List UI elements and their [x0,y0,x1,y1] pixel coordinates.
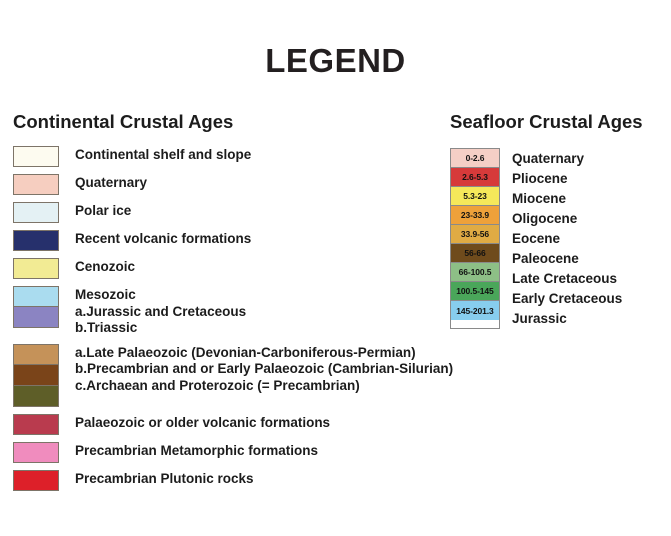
seafloor-crustal-ages-header: Seafloor Crustal Ages [450,111,643,132]
color-swatch-group [13,258,59,279]
legend-item-label: Precambrian Metamorphic formations [75,442,319,458]
seafloor-age-name: Early Cretaceous [512,291,623,306]
seafloor-age-name: Jurassic [512,311,567,326]
seafloor-age-range: 5.3-23 [463,191,487,201]
color-swatch-group [13,146,59,167]
legend-item-label: Quaternary [75,175,148,190]
continental-crustal-ages-header: Continental Crustal Ages [13,111,234,132]
legend-item-label: Polar ice [75,203,132,218]
legend-item: Polar ice [13,202,443,223]
seafloor-age-name: Paleocene [512,251,579,266]
color-swatch-group [13,230,59,251]
seafloor-age-range: 56-66 [464,248,486,258]
legend-item-labels: Palaeozoic or older volcanic formations [75,414,330,432]
color-swatch [13,413,59,435]
legend-item-labels: Precambrian Plutonic rocks [75,470,254,488]
legend-item-label: Continental shelf and slope [75,147,252,162]
legend-item-labels: Quaternary [75,174,147,192]
legend-item: Continental shelf and slope [13,146,443,167]
legend-item-label: b.Precambrian and or Early Palaeozoic (C… [75,361,454,376]
color-swatch [13,286,59,307]
seafloor-age-name: Quaternary [512,151,585,166]
legend-item: Recent volcanic formations [13,230,443,251]
color-swatch-group [13,286,59,328]
seafloor-name-list: Quaternary Pliocene Miocene Oligocene Eocene… [512,148,622,329]
color-swatch [13,202,59,223]
color-swatch-group [13,202,59,223]
seafloor-color-strip: 0-2.6 2.6-5.3 5.3-23 23-33.9 33.9-56 56-66 66-… [450,148,500,329]
legend-item-labels: Continental shelf and slope [75,146,251,164]
seafloor-age-name: Late Cretaceous [512,271,618,286]
seafloor-age-band: 2.6-5.3 [451,168,499,187]
legend-item-label: Palaeozoic or older volcanic formations [75,414,331,430]
legend-item-labels: Cenozoic [75,258,135,276]
color-swatch [13,364,59,386]
color-swatch [13,441,59,463]
page-title: LEGEND [265,42,406,79]
legend-item: Precambrian Metamorphic formations [13,441,443,463]
seafloor-age-band: 100.5-145 [451,282,499,301]
legend-item-label: c.Archaean and Proterozoic (= Precambria… [75,377,360,393]
color-swatch-group [13,343,59,407]
legend-item-labels: a.Late Palaeozoic (Devonian-Carboniferou… [75,344,453,395]
color-swatch [13,385,59,407]
seafloor-age-range: 23-33.9 [460,210,490,220]
color-swatch [13,174,59,195]
legend-item-label: Precambrian Plutonic rocks [75,470,254,486]
color-swatch [13,230,59,251]
legend-item-labels: Precambrian Metamorphic formations [75,442,318,460]
legend-item: Palaeozoic or older volcanic formations [13,413,443,435]
legend-item-label: b.Triassic [75,320,138,335]
color-swatch-group [13,174,59,195]
color-swatch-group [13,413,59,435]
seafloor-age-band: 66-100.5 [451,263,499,282]
legend-item-label: Mesozoic [75,287,136,302]
seafloor-age-range: 66-100.5 [458,267,492,277]
seafloor-age-band: 23-33.9 [451,206,499,225]
legend-item-label: a.Jurassic and Cretaceous [75,303,247,319]
color-swatch [13,258,59,279]
seafloor-legend-list: 0-2.6 2.6-5.3 5.3-23 23-33.9 33.9-56 56-66 66-… [450,148,622,329]
legend-item-label: Recent volcanic formations [75,231,252,246]
color-swatch [13,307,59,328]
legend-item: Precambrian Plutonic rocks [13,469,443,491]
seafloor-age-range: 0-2.6 [465,153,485,163]
legend-item: Quaternary [13,174,443,195]
continental-legend-list: Continental shelf and slope Quaternary Pol… [13,146,453,498]
legend-item-labels: Polar ice [75,202,131,220]
seafloor-age-band: 5.3-23 [451,187,499,206]
color-swatch-group [13,441,59,463]
seafloor-age-range: 2.6-5.3 [462,172,488,182]
legend-item: Mesozoic a.Jurassic and Cretaceous b.Trias… [13,286,443,337]
color-swatch [13,146,59,167]
seafloor-age-name: Oligocene [512,211,578,226]
legend-item: Cenozoic [13,258,443,279]
legend-item-label: a.Late Palaeozoic (Devonian-Carboniferou… [75,344,416,360]
color-swatch [13,469,59,491]
seafloor-age-name: Pliocene [512,171,568,186]
seafloor-age-range: 33.9-56 [460,229,490,239]
seafloor-age-range: 145-201.3 [456,305,494,316]
seafloor-age-name: Miocene [512,191,567,206]
legend-item-labels: Recent volcanic formations [75,230,251,248]
seafloor-age-band: 145-201.3 [451,301,499,320]
legend-item: a.Late Palaeozoic (Devonian-Carboniferou… [13,343,453,407]
seafloor-age-band: 33.9-56 [451,225,499,244]
seafloor-age-band: 56-66 [451,244,499,263]
legend-item-labels: Mesozoic a.Jurassic and Cretaceous b.Trias… [75,286,246,337]
seafloor-age-band: 0-2.6 [451,149,499,168]
color-swatch [13,343,59,365]
seafloor-age-range: 100.5-145 [456,286,494,296]
legend-item-label: Cenozoic [75,259,136,274]
color-swatch-group [13,469,59,491]
seafloor-age-name: Eocene [512,231,561,246]
